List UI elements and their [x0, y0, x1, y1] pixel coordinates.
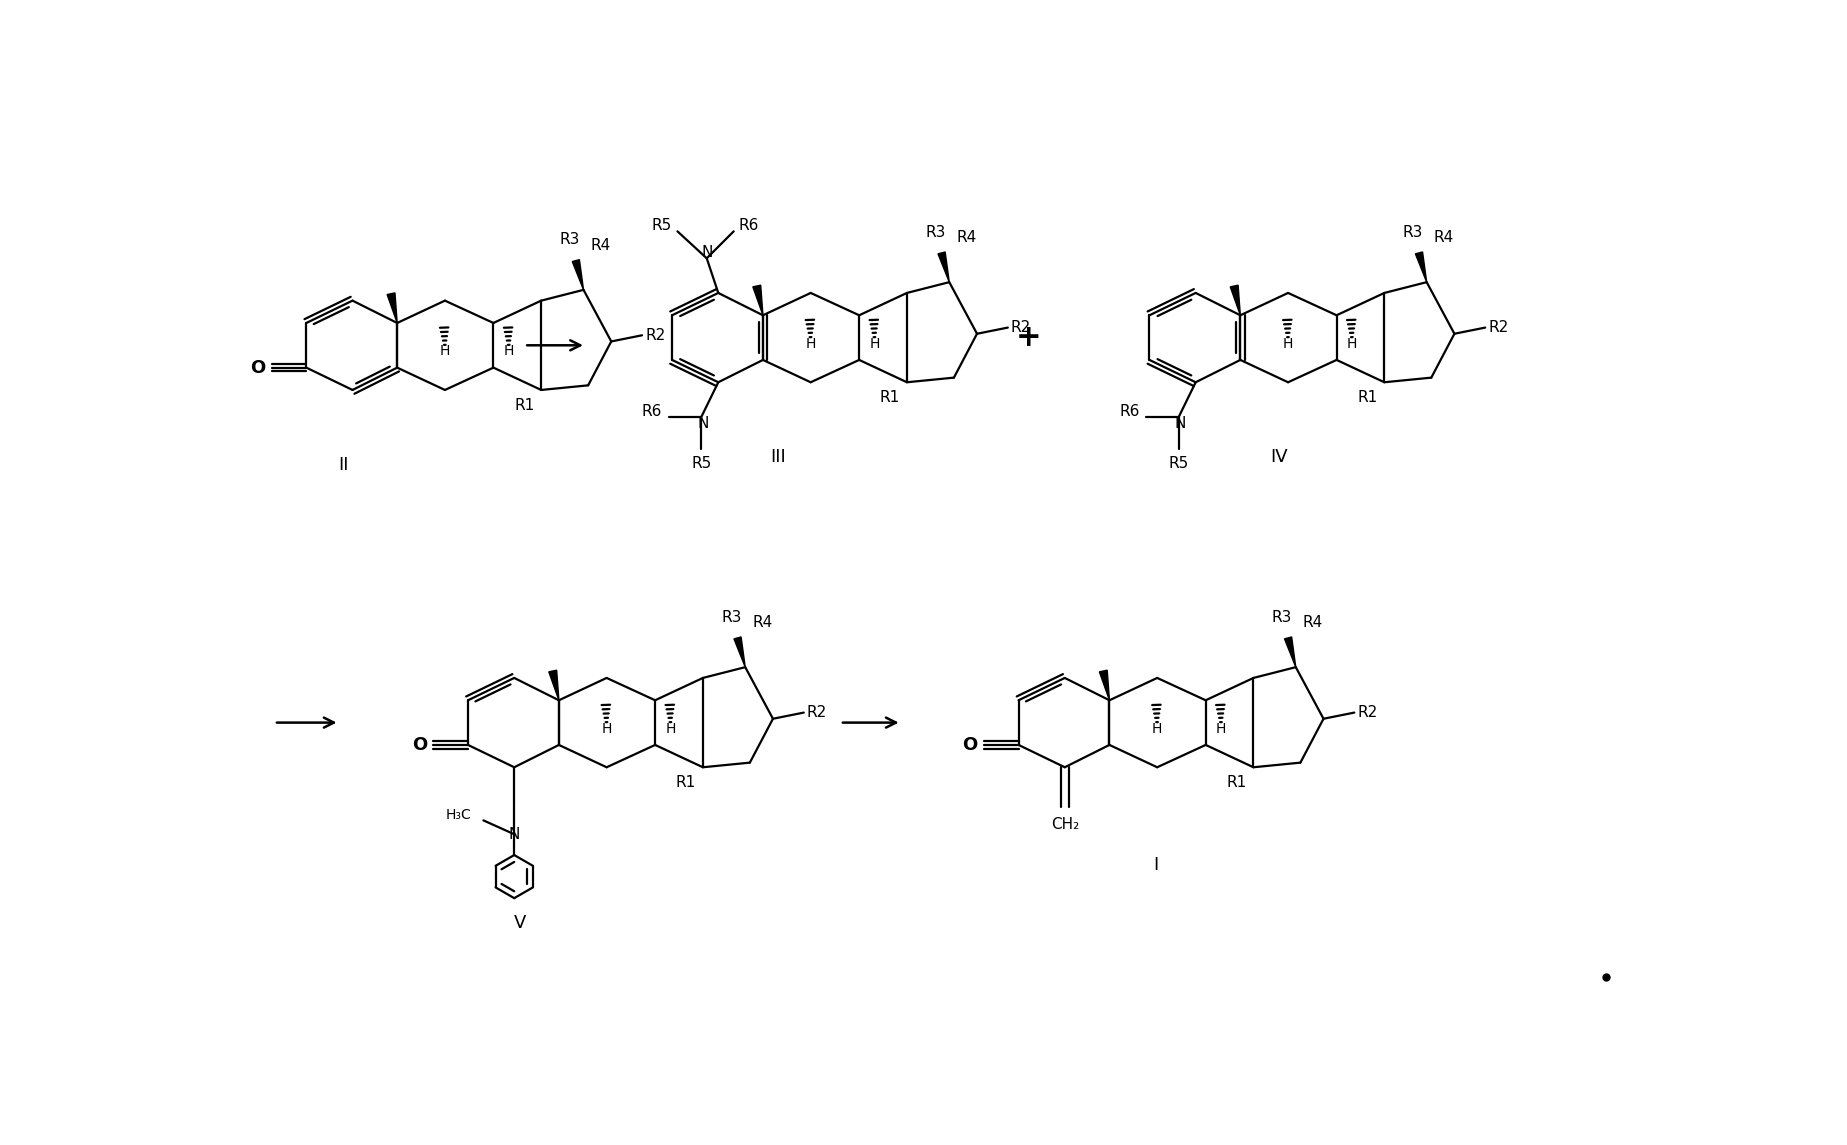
- Text: H: H: [870, 337, 879, 350]
- Polygon shape: [549, 670, 560, 701]
- Text: R4: R4: [957, 230, 977, 245]
- Text: R5: R5: [691, 456, 711, 471]
- Polygon shape: [754, 285, 763, 315]
- Text: N: N: [1175, 416, 1186, 431]
- Text: R3: R3: [925, 224, 946, 239]
- Polygon shape: [733, 637, 744, 668]
- Text: O: O: [962, 736, 977, 753]
- Text: R6: R6: [1119, 404, 1140, 419]
- Text: R1: R1: [879, 390, 899, 405]
- Text: R3: R3: [1402, 224, 1422, 239]
- Text: R2: R2: [807, 705, 827, 720]
- Text: R1: R1: [1226, 775, 1247, 790]
- Text: O: O: [249, 358, 266, 377]
- Text: R6: R6: [739, 218, 759, 232]
- Text: R4: R4: [1433, 230, 1454, 245]
- Polygon shape: [388, 293, 397, 323]
- Text: R5: R5: [652, 218, 672, 232]
- Text: R1: R1: [676, 775, 696, 790]
- Polygon shape: [573, 260, 584, 290]
- Text: R3: R3: [560, 232, 580, 247]
- Text: R5: R5: [1169, 456, 1189, 471]
- Polygon shape: [1415, 252, 1426, 282]
- Text: III: III: [770, 448, 787, 466]
- Text: H: H: [1346, 337, 1358, 350]
- Text: R4: R4: [1302, 615, 1322, 630]
- Text: II: II: [338, 456, 349, 474]
- Text: R6: R6: [643, 404, 663, 419]
- Text: +: +: [1016, 323, 1042, 353]
- Text: I: I: [1153, 856, 1158, 874]
- Polygon shape: [938, 252, 949, 282]
- Text: N: N: [508, 827, 519, 842]
- Text: V: V: [513, 914, 526, 932]
- Text: H: H: [602, 721, 611, 736]
- Text: IV: IV: [1271, 448, 1287, 466]
- Text: R4: R4: [752, 615, 772, 630]
- Text: R1: R1: [1358, 390, 1378, 405]
- Text: H: H: [665, 721, 676, 736]
- Text: H₃C: H₃C: [445, 808, 471, 822]
- Text: H: H: [1153, 721, 1162, 736]
- Polygon shape: [1230, 285, 1241, 315]
- Text: R3: R3: [720, 609, 741, 625]
- Text: H: H: [440, 345, 451, 358]
- Text: O: O: [412, 736, 427, 753]
- Text: R2: R2: [645, 327, 665, 342]
- Polygon shape: [1284, 637, 1297, 668]
- Polygon shape: [1099, 670, 1110, 701]
- Text: R2: R2: [1010, 321, 1031, 335]
- Text: N: N: [696, 416, 709, 431]
- Text: R2: R2: [1358, 705, 1378, 720]
- Text: H: H: [504, 345, 513, 358]
- Text: R1: R1: [513, 397, 534, 413]
- Text: H: H: [1284, 337, 1293, 350]
- Text: H: H: [805, 337, 816, 350]
- Text: H: H: [1215, 721, 1226, 736]
- Text: CH₂: CH₂: [1051, 816, 1079, 831]
- Text: R3: R3: [1273, 609, 1293, 625]
- Text: N: N: [702, 245, 713, 260]
- Text: R2: R2: [1489, 321, 1509, 335]
- Text: R4: R4: [591, 238, 611, 253]
